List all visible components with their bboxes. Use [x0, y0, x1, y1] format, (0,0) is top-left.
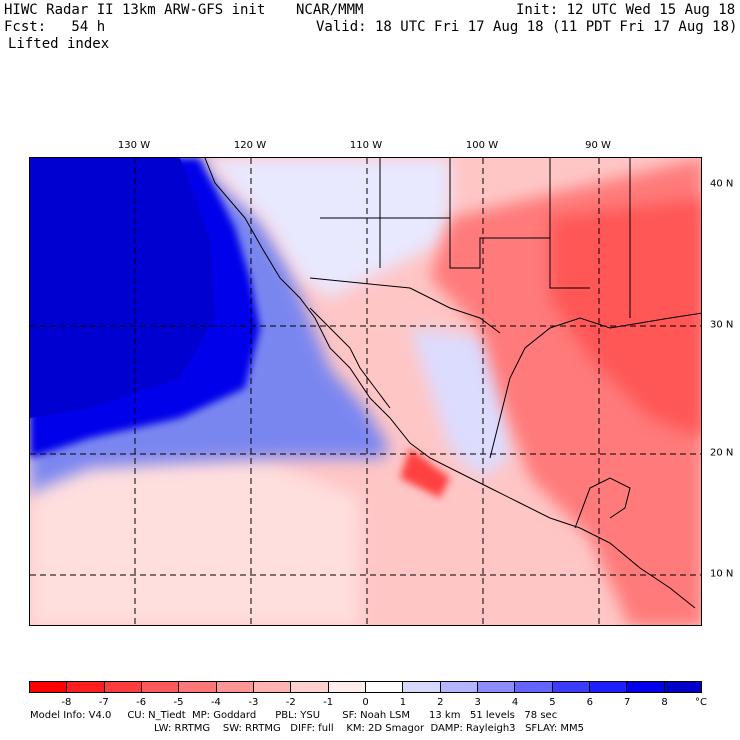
init-time: Init: 12 UTC Wed 15 Aug 18	[516, 2, 736, 18]
lon-label: 130 W	[117, 140, 151, 151]
lat-label: 40 N	[710, 178, 734, 190]
colorbar	[29, 681, 702, 693]
unstable-pocket	[400, 448, 450, 498]
colorbar-tick-label: -7	[98, 697, 109, 708]
valid-time: Valid: 18 UTC Fri 17 Aug 18 (11 PDT Fri …	[316, 19, 738, 35]
colorbar-tick-label: 6	[586, 697, 594, 708]
colorbar-tick-label: 7	[624, 697, 631, 708]
lifted-index-map	[29, 157, 702, 626]
colorbar-tick-label: -3	[248, 697, 259, 708]
colorbar-swatch	[664, 682, 701, 692]
colorbar-tick-label: 1	[399, 697, 407, 708]
colorbar-swatch	[104, 682, 142, 692]
colorbar-swatch	[552, 682, 590, 692]
lat-label: 30 N	[710, 319, 734, 331]
lat-label: 10 N	[710, 568, 734, 580]
colorbar-swatch	[216, 682, 254, 692]
colorbar-tick-label: 0	[362, 697, 369, 708]
forecast-hour: Fcst: 54 h	[4, 19, 106, 35]
colorbar-swatch	[403, 682, 441, 692]
colorbar-swatch	[365, 682, 404, 692]
colorbar-tick-label: -1	[323, 697, 334, 708]
lon-label: 90 W	[585, 140, 611, 151]
colorbar-swatch	[179, 682, 217, 692]
org-label: NCAR/MMM	[296, 2, 364, 18]
colorbar-swatch	[440, 682, 478, 692]
colorbar-swatch	[141, 682, 180, 692]
colorbar-swatch	[291, 682, 329, 692]
map-canvas	[30, 158, 701, 625]
field-name: Lifted index	[8, 36, 110, 52]
colorbar-unit: °C	[695, 697, 707, 708]
lat-label: 20 N	[710, 447, 734, 459]
colorbar-swatch	[253, 682, 292, 692]
graticule	[30, 158, 701, 625]
pale-west-region	[205, 158, 450, 298]
colorbar-tick-label: 2	[437, 697, 444, 708]
colorbar-swatch	[515, 682, 553, 692]
pale-south-region	[30, 458, 360, 625]
colorbar-tick-label: -8	[61, 697, 72, 708]
model-title: HIWC Radar II 13km ARW-GFS init	[4, 2, 266, 18]
core-stable-region	[30, 158, 215, 418]
colorbar-tick-label: -2	[285, 697, 296, 708]
footer-physics-info: LW: RRTMG SW: RRTMG DIFF: full KM: 2D Sm…	[154, 723, 584, 734]
colorbar-swatch	[30, 682, 68, 692]
colorbar-tick-label: -5	[173, 697, 184, 708]
colorbar-swatch	[477, 682, 516, 692]
lon-label: 110 W	[349, 140, 383, 151]
very-unstable-region	[550, 198, 701, 438]
colorbar-swatch	[328, 682, 366, 692]
colorbar-tick-label: 3	[474, 697, 481, 708]
colorbar-tick-label: -6	[136, 697, 147, 708]
lon-label: 100 W	[465, 140, 499, 151]
colorbar-tick-label: -4	[210, 697, 221, 708]
colorbar-tick-label: 5	[549, 697, 556, 708]
colorbar-swatch	[627, 682, 665, 692]
colorbar-tick-label: 8	[661, 697, 668, 708]
coastlines	[204, 158, 701, 609]
lon-label: 120 W	[233, 140, 267, 151]
footer-model-info: Model Info: V4.0 CU: N_Tiedt MP: Goddard…	[30, 710, 558, 721]
colorbar-swatch	[589, 682, 628, 692]
colorbar-swatch	[67, 682, 105, 692]
mexican-plateau	[410, 328, 510, 478]
colorbar-tick-label: 4	[511, 697, 519, 708]
